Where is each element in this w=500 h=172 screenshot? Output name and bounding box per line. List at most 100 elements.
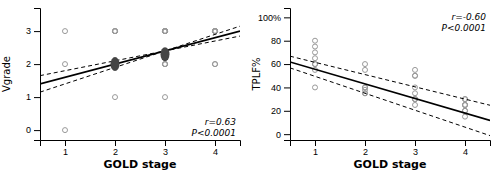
point [413,85,418,90]
point [463,102,468,107]
tick: 20 [271,106,290,116]
ci-line [40,26,240,92]
fit-line [290,62,490,120]
point [113,29,118,34]
point [413,73,418,78]
point [213,29,218,34]
point [213,29,218,34]
ci-line [290,56,490,105]
tick-mark [284,111,290,112]
axis-line [291,141,491,147]
point [163,29,168,34]
point [63,128,68,133]
tick-label: 1 [63,147,68,157]
tick: 3 [413,140,418,157]
point [363,62,368,67]
tick: 0 [26,125,40,135]
tick-mark [465,140,466,146]
panel: 12340123GOLD stageVgrader=0.63P<0.0001 [1,9,241,172]
tick-mark [315,140,316,146]
point [163,29,168,34]
point [413,91,418,96]
point [163,29,168,34]
tick-mark [415,140,416,146]
point [213,62,218,67]
tick: 4 [213,140,218,157]
tick-label: 40 [271,83,281,93]
tick-mark [284,17,290,18]
tick-mark [65,140,66,146]
tick-label: 3 [413,147,418,157]
tick-mark [284,41,290,42]
point [213,29,218,34]
tick-mark [284,134,290,135]
point [313,56,318,61]
annotation: r=0.63P<0.0001 [192,117,237,138]
annotation-line: r=-0.60 [451,12,486,22]
tick: 3 [26,26,40,36]
tick: 1 [63,140,68,157]
tick: 4 [463,140,468,157]
annotation: r=-0.60P<0.0001 [442,12,487,33]
tick-mark [34,130,40,131]
tick-label: 1 [313,147,318,157]
tick: 1 [313,140,318,157]
tick-label: 20 [271,106,281,116]
tick: 40 [271,83,290,93]
point [163,29,168,34]
point [63,62,68,67]
point [213,29,218,34]
point [163,29,168,34]
point [413,73,418,78]
tick-label: 3 [26,26,31,36]
point-series [111,47,170,71]
point [213,62,218,67]
point [163,62,168,67]
tick: 60 [271,59,290,69]
y-axis-title: Vgrade [1,56,12,92]
point [163,62,168,67]
tick-mark [34,64,40,65]
plot-area [290,38,490,135]
ci-line [40,36,240,76]
tick-mark [284,64,290,65]
point [463,102,468,107]
tick-label: 1 [26,92,31,102]
tick-mark [34,31,40,32]
point [313,44,318,49]
point [363,67,368,72]
tick: 1 [26,92,40,102]
point [113,29,118,34]
point [63,29,68,34]
point [113,29,118,34]
tick-label: 100% [258,13,281,23]
tick-mark [365,140,366,146]
point [413,102,418,107]
x-axis: 1 2 3 4 [291,140,491,157]
point [413,67,418,72]
tick-label: 4 [213,147,218,157]
filled-marker [111,57,120,71]
point [463,114,468,119]
tick: 80 [271,36,290,46]
point [163,29,168,34]
tick-label: 80 [271,36,281,46]
tick-label: 2 [113,147,118,157]
figure: 12340123GOLD stageVgrader=0.63P<0.000112… [0,0,500,172]
panel: 1234020406080100%GOLD stageTPLF%r=-0.60P… [251,9,491,172]
tick-label: 2 [26,59,31,69]
tick-mark [34,97,40,98]
ci-line [290,68,490,136]
axis-line [41,141,241,147]
tick: 100% [258,13,290,23]
tick: 2 [113,140,118,157]
axis-line [34,9,41,141]
tick-label: 0 [26,125,31,135]
y-axis: 0 20 40 60 80 100% [258,9,291,141]
x-axis-title: GOLD stage [104,158,177,171]
point [313,38,318,43]
tick: 0 [276,130,290,140]
tick: 2 [26,59,40,69]
tick-label: 2 [363,147,368,157]
point [213,29,218,34]
